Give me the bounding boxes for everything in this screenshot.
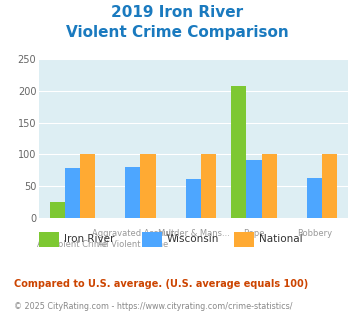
Text: All Violent Crime: All Violent Crime	[37, 240, 108, 249]
Bar	[50, 202, 65, 218]
Bar	[322, 154, 337, 218]
Bar	[80, 154, 95, 218]
Text: Iron River: Iron River	[64, 234, 114, 244]
Bar	[262, 154, 277, 218]
Bar	[307, 178, 322, 218]
Text: Aggravated Assault: Aggravated Assault	[92, 229, 174, 238]
Text: 2019 Iron River: 2019 Iron River	[111, 5, 244, 20]
Bar	[141, 154, 155, 218]
Text: Murder & Mans...: Murder & Mans...	[158, 229, 229, 238]
Bar	[201, 154, 216, 218]
Bar	[186, 179, 201, 218]
Text: © 2025 CityRating.com - https://www.cityrating.com/crime-statistics/: © 2025 CityRating.com - https://www.city…	[14, 302, 293, 311]
Text: National: National	[259, 234, 303, 244]
Text: Rape: Rape	[243, 229, 265, 238]
Text: Wisconsin: Wisconsin	[167, 234, 219, 244]
Bar	[125, 167, 141, 218]
Text: Violent Crime Comparison: Violent Crime Comparison	[66, 25, 289, 40]
Bar	[65, 168, 80, 218]
Bar	[231, 86, 246, 218]
Bar	[246, 159, 262, 218]
Text: All Violent Crime: All Violent Crime	[98, 240, 168, 249]
Text: Robbery: Robbery	[297, 229, 332, 238]
Text: Compared to U.S. average. (U.S. average equals 100): Compared to U.S. average. (U.S. average …	[14, 279, 308, 289]
